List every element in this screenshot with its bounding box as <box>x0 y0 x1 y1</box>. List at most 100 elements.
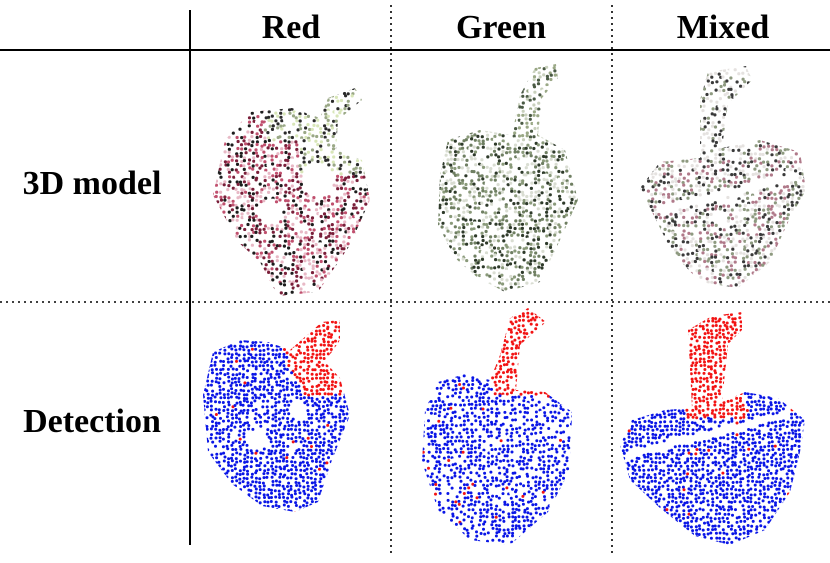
cloud-point <box>227 154 231 158</box>
cloud-point <box>448 150 452 154</box>
cloud-point <box>290 100 295 104</box>
cloud-point <box>203 255 206 258</box>
cloud-point <box>335 123 339 127</box>
cloud-point <box>359 195 363 200</box>
cloud-point <box>452 90 456 94</box>
cloud-point <box>366 243 370 247</box>
cloud-point <box>773 113 777 117</box>
cloud-point <box>449 153 453 157</box>
cloud-point <box>548 85 552 89</box>
cloud-point <box>240 136 244 140</box>
cloud-point <box>438 226 440 230</box>
cloud-point <box>268 88 272 91</box>
cloud-point <box>457 130 462 134</box>
cloud-point <box>537 126 541 130</box>
cloud-point <box>449 202 453 206</box>
cloud-point <box>472 214 476 218</box>
cloud-point <box>687 116 691 120</box>
cloud-point <box>449 230 453 235</box>
cloud-point <box>469 254 473 258</box>
cloud-point <box>574 133 578 137</box>
cloud-point <box>662 87 666 92</box>
cloud-point <box>640 145 641 149</box>
cloud-point <box>445 259 449 263</box>
cloud-point <box>465 125 469 129</box>
cloud-point <box>634 140 637 143</box>
cloud-point <box>505 245 509 249</box>
cloud-point <box>442 60 445 63</box>
cloud-point <box>477 291 481 292</box>
cloud-point <box>280 88 284 91</box>
cloud-point <box>219 195 223 199</box>
cloud-point <box>355 243 359 247</box>
cloud-point <box>468 277 472 281</box>
cloud-point <box>440 281 444 285</box>
cloud-point <box>326 122 330 126</box>
cloud-point <box>658 167 662 171</box>
cloud-point <box>557 177 561 181</box>
cloud-point <box>650 124 654 128</box>
cloud-point <box>255 135 259 140</box>
cloud-point <box>446 95 450 99</box>
cloud-point <box>356 275 360 279</box>
cloud-point <box>359 183 363 187</box>
cloud-point <box>290 135 294 140</box>
cloud-point <box>502 258 506 263</box>
cloud-point <box>441 221 445 225</box>
cloud-point <box>259 103 263 107</box>
cloud-point <box>255 98 259 102</box>
cloud-point <box>641 168 646 172</box>
cloud-point <box>634 127 637 130</box>
cloud-point <box>359 290 363 294</box>
cloud-point <box>318 272 322 276</box>
cloud-point <box>453 129 457 133</box>
cloud-point <box>496 113 501 117</box>
cloud-point <box>452 146 457 150</box>
cloud-point <box>650 66 654 68</box>
cloud-point <box>324 244 328 248</box>
cloud-point <box>271 295 275 296</box>
cloud-point <box>258 244 262 248</box>
cloud-point <box>486 257 490 261</box>
cloud-point <box>655 164 659 168</box>
cloud-point <box>782 60 785 63</box>
cloud-point <box>279 107 283 111</box>
cloud-point <box>533 219 538 223</box>
cloud-point <box>562 263 566 267</box>
cloud-point <box>231 131 235 135</box>
cloud-point <box>441 103 445 107</box>
cloud-point <box>215 154 219 158</box>
cloud-point <box>367 226 370 231</box>
cloud-point <box>671 72 675 76</box>
cloud-point <box>448 197 452 201</box>
cloud-point <box>504 114 508 118</box>
cloud-point <box>513 143 518 147</box>
cloud-point <box>246 222 250 227</box>
cloud-point <box>662 92 667 96</box>
cloud-point <box>779 169 783 173</box>
cloud-point <box>461 115 465 119</box>
cloud-point <box>501 85 505 89</box>
cloud-point <box>275 286 279 290</box>
cloud-point <box>529 250 533 254</box>
cloud-point <box>213 294 216 296</box>
cloud-point <box>323 263 327 267</box>
cloud-point <box>509 194 513 198</box>
cloud-point <box>670 169 674 173</box>
cloud-point <box>286 166 290 170</box>
cloud-point <box>307 138 311 142</box>
cloud-point <box>323 150 327 154</box>
cloud-point <box>661 149 665 153</box>
cloud-point <box>496 110 500 114</box>
cloud-point <box>247 96 251 100</box>
cloud-point <box>461 282 465 286</box>
cloud-point <box>311 266 315 271</box>
cloud-point <box>367 258 370 262</box>
cloud-point <box>288 291 292 295</box>
cloud-point <box>248 291 252 295</box>
cloud-point <box>560 269 565 273</box>
cloud-point <box>790 80 794 84</box>
cloud-point <box>561 185 565 189</box>
cloud-point <box>533 267 537 271</box>
cloud-point <box>787 111 791 115</box>
